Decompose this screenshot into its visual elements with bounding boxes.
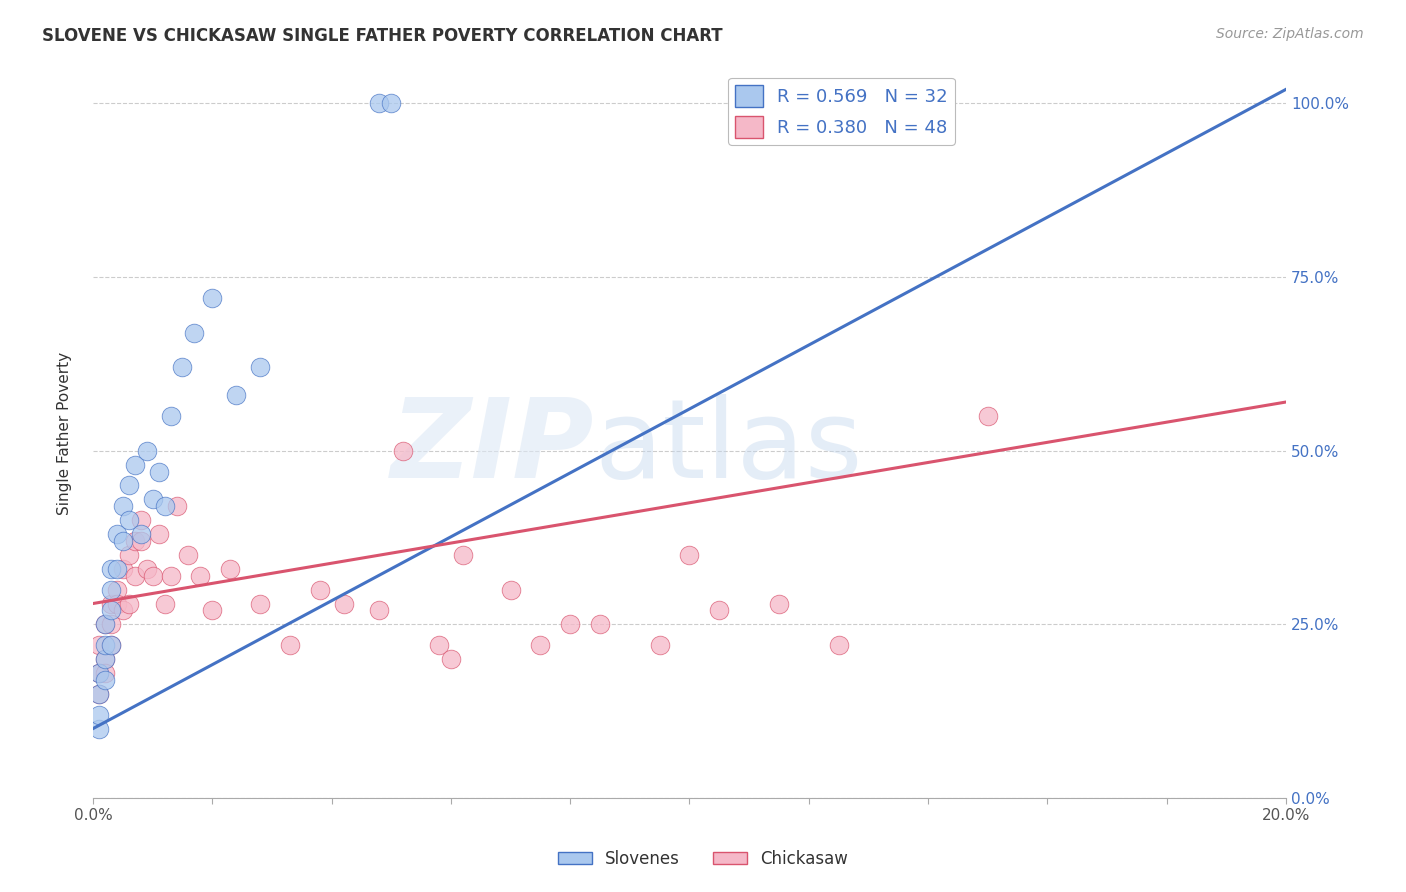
Point [124,568,146,582]
Point [153,500,176,514]
Point [427,638,450,652]
Point [100,617,122,632]
Text: Source: ZipAtlas.com: Source: ZipAtlas.com [1216,27,1364,41]
Point [129,527,152,541]
Text: ZIP: ZIP [391,394,595,501]
Point [100,597,122,611]
Point [87,687,110,701]
Legend: Slovenes, Chickasaw: Slovenes, Chickasaw [551,844,855,875]
Point [87,687,110,701]
Point [451,548,474,562]
Point [148,527,170,541]
Point [678,548,700,562]
Point [135,443,157,458]
Point [153,597,176,611]
Point [368,96,391,111]
Point [142,568,165,582]
Point [392,443,415,458]
Point [94,652,117,666]
Point [249,360,271,375]
Point [499,582,522,597]
Point [124,458,146,472]
Point [172,360,194,375]
Point [709,603,731,617]
Point [118,513,141,527]
Point [142,492,165,507]
Point [94,638,117,652]
Point [135,562,157,576]
Point [368,603,391,617]
Point [308,582,330,597]
Point [183,326,205,340]
Point [94,673,117,687]
Point [100,638,122,652]
Point [201,603,224,617]
Point [589,617,612,632]
Point [529,638,551,652]
Point [87,722,110,736]
Point [977,409,1000,423]
Point [159,409,181,423]
Point [100,562,122,576]
Point [100,582,122,597]
Point [94,617,117,632]
Point [166,500,188,514]
Point [440,652,463,666]
Point [94,665,117,680]
Point [87,665,110,680]
Legend: R = 0.569   N = 32, R = 0.380   N = 48: R = 0.569 N = 32, R = 0.380 N = 48 [728,78,955,145]
Point [380,96,402,111]
Point [190,568,212,582]
Point [118,478,141,492]
Point [111,603,134,617]
Point [332,597,354,611]
Point [111,533,134,548]
Point [105,597,128,611]
Point [118,597,141,611]
Point [87,638,110,652]
Point [105,527,128,541]
Point [111,500,134,514]
Point [100,603,122,617]
Point [94,652,117,666]
Point [100,638,122,652]
Text: SLOVENE VS CHICKASAW SINGLE FATHER POVERTY CORRELATION CHART: SLOVENE VS CHICKASAW SINGLE FATHER POVER… [42,27,723,45]
Point [648,638,671,652]
Text: atlas: atlas [595,394,862,501]
Point [225,388,247,402]
Point [87,665,110,680]
Point [105,582,128,597]
Point [159,568,181,582]
Point [201,291,224,305]
Point [827,638,849,652]
Point [560,617,582,632]
Y-axis label: Single Father Poverty: Single Father Poverty [58,351,72,515]
Point [148,465,170,479]
Point [105,562,128,576]
Point [118,548,141,562]
Point [111,562,134,576]
Point [124,533,146,548]
Point [249,597,271,611]
Point [87,707,110,722]
Point [129,533,152,548]
Point [768,597,790,611]
Point [129,513,152,527]
Point [177,548,200,562]
Point [94,617,117,632]
Point [278,638,301,652]
Point [219,562,242,576]
